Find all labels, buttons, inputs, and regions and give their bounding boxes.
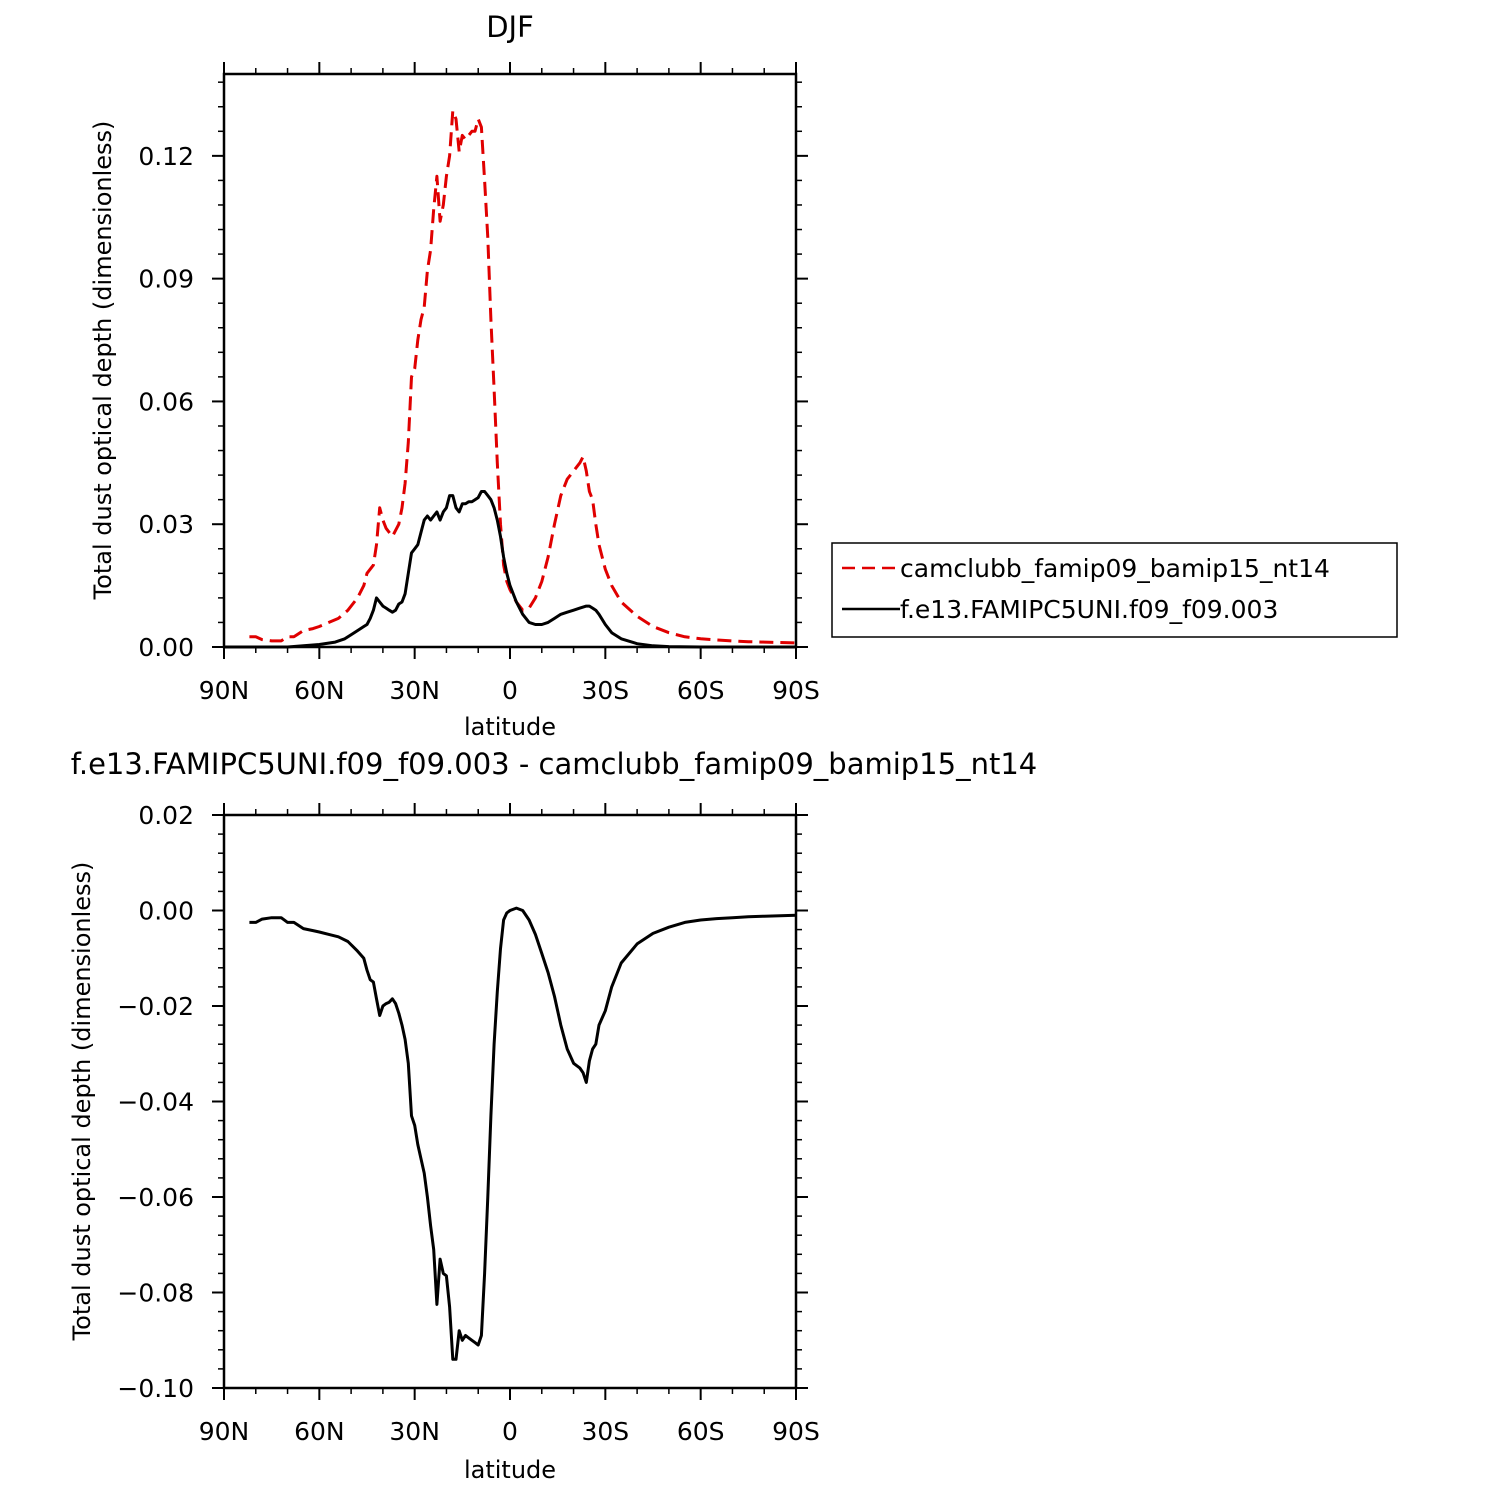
top-y-tick-label: 0.12: [138, 142, 194, 171]
top-x-tick-label: 30S: [581, 676, 629, 705]
bottom-x-tick-label: 60S: [677, 1417, 725, 1446]
top-x-tick-label: 60S: [677, 676, 725, 705]
bottom-x-tick-label: 90N: [199, 1417, 250, 1446]
top-x-axis-label: latitude: [464, 713, 556, 741]
top-chart-title: DJF: [486, 10, 534, 44]
legend-label-famipc5: f.e13.FAMIPC5UNI.f09_f09.003: [900, 595, 1278, 624]
bottom-plot-frame: [222, 813, 798, 1390]
bottom-y-tick-label: 0.00: [138, 897, 194, 926]
top-y-tick-label: 0.06: [138, 387, 194, 416]
top-y-tick-label: 0.09: [138, 265, 194, 294]
bottom-chart-panel: f.e13.FAMIPC5UNI.f09_f09.003 - camclubb_…: [68, 747, 1037, 1484]
top-x-tick-label: 90S: [772, 676, 820, 705]
top-x-tick-label: 0: [502, 676, 518, 705]
bottom-y-tick-label: −0.04: [117, 1088, 194, 1117]
bottom-x-tick-label: 30S: [581, 1417, 629, 1446]
bottom-series-group: [249, 906, 797, 1361]
top-y-axis-label: Total dust optical depth (dimensionless): [89, 121, 117, 601]
top-chart-panel: DJF 90N 60N 30N 0 30S 60S 90S 0.00 0.03 0.06 0.09 0…: [89, 10, 1398, 741]
top-x-tick-label: 30N: [389, 676, 440, 705]
bottom-y-tick-label: −0.08: [117, 1279, 194, 1308]
bottom-y-tick-label: −0.10: [117, 1374, 194, 1403]
bottom-y-tick-label: −0.06: [117, 1183, 194, 1212]
top-series-line-1: [224, 490, 796, 649]
bottom-y-tick-label: 0.02: [138, 801, 194, 830]
bottom-x-tick-label: 60N: [294, 1417, 345, 1446]
bottom-ticks-group: 90N 60N 30N 0 30S 60S 90S 0.02 0.00 −0.02 −0.04 −0.…: [117, 801, 819, 1446]
top-x-tick-label: 60N: [294, 676, 345, 705]
top-plot-frame: [222, 72, 798, 649]
bottom-series-line-0: [249, 906, 797, 1361]
bottom-x-tick-label: 90S: [772, 1417, 820, 1446]
top-x-tick-label: 90N: [199, 676, 250, 705]
bottom-y-tick-label: −0.02: [117, 992, 194, 1021]
legend-label-camclubb: camclubb_famip09_bamip15_nt14: [900, 554, 1330, 583]
bottom-x-tick-label: 30N: [389, 1417, 440, 1446]
top-y-tick-label: 0.03: [138, 510, 194, 539]
top-series-line-0: [249, 109, 797, 645]
bottom-x-tick-label: 0: [502, 1417, 518, 1446]
legend: camclubb_famip09_bamip15_nt14 f.e13.FAMI…: [831, 542, 1398, 638]
bottom-chart-title: f.e13.FAMIPC5UNI.f09_f09.003 - camclubb_…: [71, 747, 1038, 781]
bottom-x-axis-label: latitude: [464, 1456, 556, 1484]
top-series-group: [224, 109, 797, 649]
top-y-tick-label: 0.00: [138, 633, 194, 662]
bottom-y-axis-label: Total dust optical depth (dimensionless): [68, 862, 96, 1342]
top-ticks-group: 90N 60N 30N 0 30S 60S 90S 0.00 0.03 0.06 0.09 0.12: [138, 62, 820, 705]
legend-box: [831, 542, 1398, 638]
